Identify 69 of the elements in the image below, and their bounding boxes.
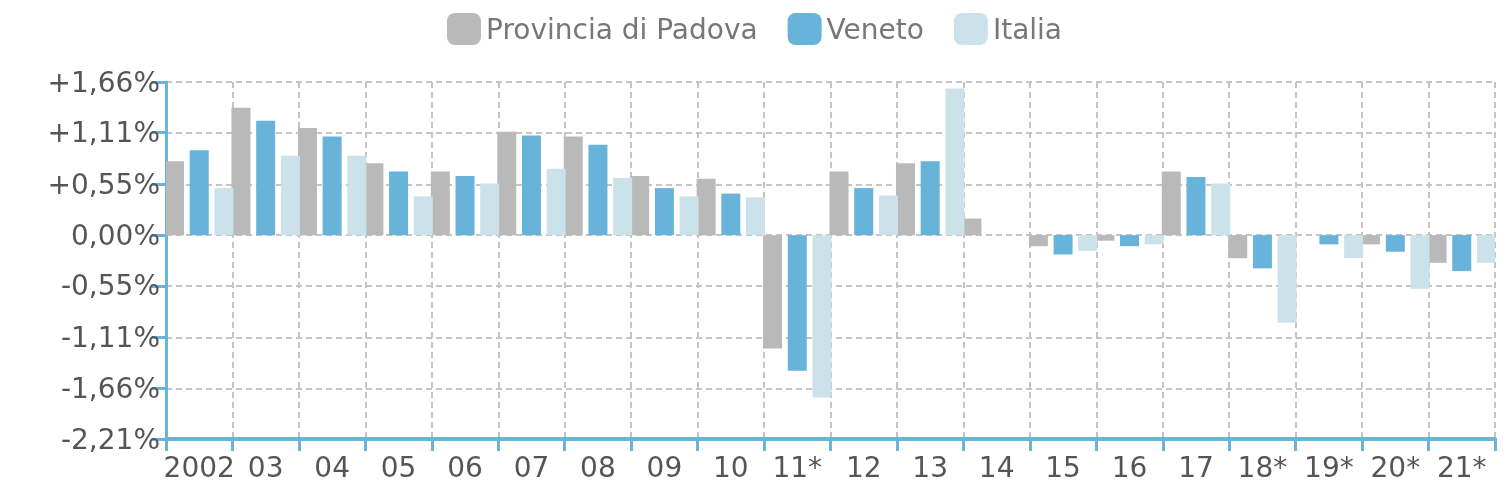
x-tick-label: 07 [513, 450, 550, 484]
x-tick-label: 08 [580, 450, 616, 484]
y-tick-label: -2,21% [60, 422, 160, 456]
bar [280, 155, 300, 236]
bar [1277, 235, 1297, 323]
bar [787, 235, 807, 371]
legend-label: Italia [992, 12, 1063, 46]
bar [1385, 235, 1405, 252]
x-tick-label: 13 [912, 450, 948, 484]
x-tick-label: 05 [380, 450, 417, 484]
bar [588, 144, 608, 236]
bar [322, 136, 342, 236]
x-tick-label: 17 [1178, 450, 1214, 484]
bar [1476, 235, 1495, 263]
bar [546, 168, 566, 236]
bar [256, 120, 276, 236]
bar [347, 155, 367, 236]
bar [1252, 235, 1272, 269]
x-tick-label: 12 [845, 450, 882, 484]
bar [1120, 235, 1140, 247]
x-tick-label: 06 [447, 450, 483, 484]
bar [413, 196, 433, 236]
bar [1319, 235, 1339, 245]
bar [746, 197, 766, 236]
x-tick-label: 11* [772, 450, 823, 484]
x-tick-label: 18* [1237, 450, 1288, 484]
y-tick-label: -1,66% [60, 371, 160, 405]
y-tick-label: +1,66% [47, 65, 160, 99]
bar [1344, 235, 1364, 259]
bar [480, 183, 500, 236]
x-tick-label: 2002 [163, 450, 235, 484]
bar [389, 171, 409, 236]
bar [854, 188, 874, 236]
bar [1452, 235, 1472, 272]
bar [721, 193, 741, 236]
x-tick-label: 10 [713, 450, 749, 484]
y-tick-label: -1,11% [60, 321, 160, 355]
x-tick-label: 19* [1304, 450, 1354, 484]
x-tick-label: 04 [314, 450, 350, 484]
bar [1211, 183, 1231, 236]
bar [214, 188, 234, 236]
y-tick-label: +0,55% [47, 167, 160, 201]
legend-label: Provincia di Padova [485, 12, 758, 46]
bar [521, 135, 541, 236]
bar [1144, 235, 1164, 245]
bar [1078, 235, 1098, 251]
x-tick-label: 03 [247, 450, 284, 484]
x-tick-label: 09 [646, 450, 683, 484]
y-tick-label: +1,11% [47, 116, 160, 150]
x-tick-label: 21* [1436, 450, 1487, 484]
x-tick-label: 20* [1370, 450, 1421, 484]
bar [654, 188, 674, 236]
bar [455, 176, 475, 236]
bar [945, 88, 965, 236]
bar [812, 235, 832, 398]
x-tick-label: 14 [978, 450, 1015, 484]
bar [613, 177, 633, 236]
bar [878, 195, 898, 236]
bar [679, 196, 699, 236]
bar [1410, 235, 1430, 289]
x-tick-label: 15 [1045, 450, 1081, 484]
y-tick-label: 0,00% [71, 218, 160, 252]
x-tick-label: 16 [1111, 450, 1148, 484]
bar [1053, 235, 1073, 255]
bar [189, 150, 209, 236]
bar [1186, 177, 1206, 236]
bar [920, 161, 940, 236]
legend-label: Veneto [826, 12, 924, 46]
y-tick-label: -0,55% [60, 269, 160, 303]
